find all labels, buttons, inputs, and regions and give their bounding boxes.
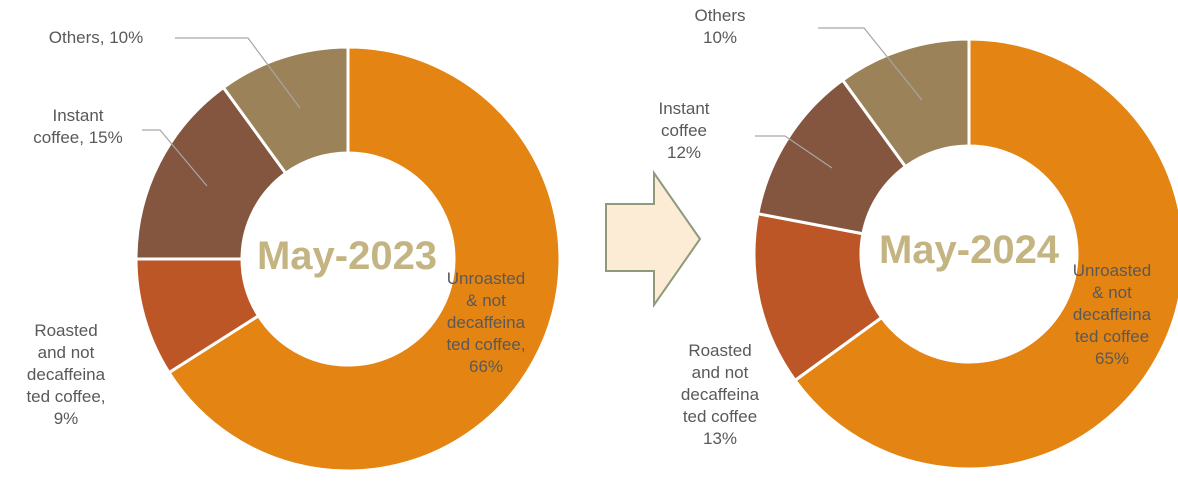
chart-2-slice-unroasted [792,37,1178,471]
chart-1-title: May-2023 [256,234,438,278]
chart-2-label-unroasted: Unroasted & not decaffeina ted coffee 65… [1072,261,1152,368]
transition-arrow [605,169,702,309]
chart-2-slice-others [840,37,971,169]
chart-1-label-instant: Instant coffee, 15% [33,106,123,147]
chart-2-leader-others [818,27,923,101]
chart-2-leader-instant [755,135,833,169]
chart-2-title: May-2024 [878,228,1060,272]
chart-1-leader-others [175,37,301,109]
chart-1-slice-unroasted [166,45,562,473]
chart-1-label-others: Others, 10% [48,28,144,47]
chart-1-label-unroasted: Unroasted & not decaffeina ted coffee, 6… [446,269,526,376]
chart-1-label-roasted: Roasted and not decaffeina ted coffee, 9… [26,321,106,428]
chart-2-label-roasted: Roasted and not decaffeina ted coffee 13… [680,341,760,448]
chart-2-label-instant: Instant coffee 12% [658,99,710,162]
chart-1-slice-instant [134,85,288,261]
chart-1-slice-others [221,45,350,176]
chart-2-label-others: Others 10% [694,6,746,47]
chart-1-leader-instant [142,129,208,187]
